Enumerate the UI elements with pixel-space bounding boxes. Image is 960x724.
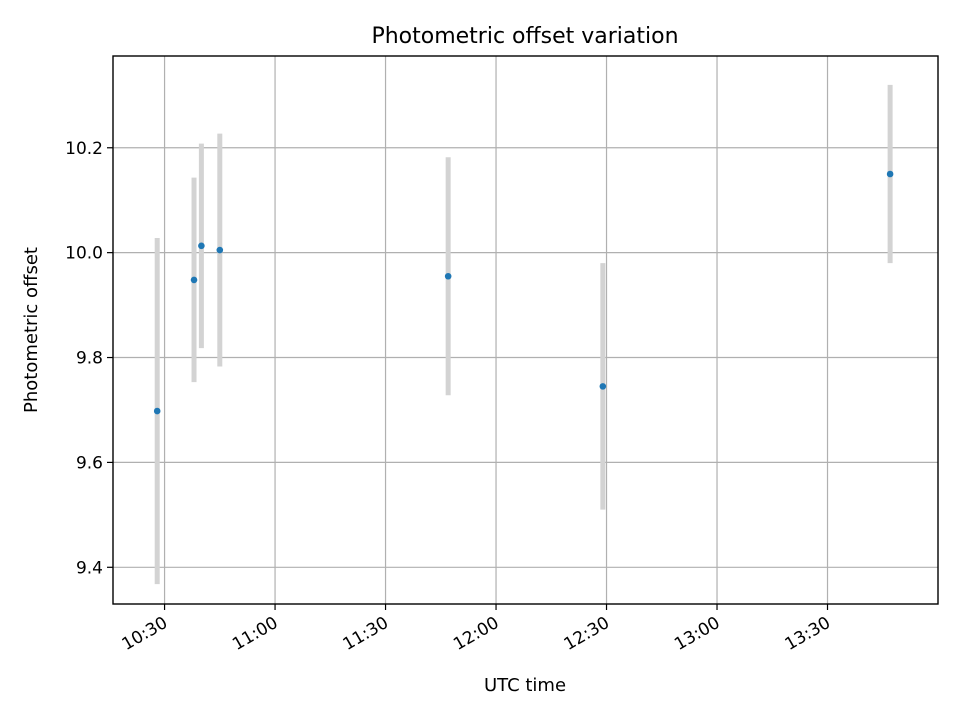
x-axis-label: UTC time [484, 675, 566, 696]
y-tick-label: 9.4 [76, 558, 103, 578]
data-point [153, 407, 161, 415]
chart-title: Photometric offset variation [371, 24, 678, 49]
data-point [599, 383, 607, 390]
y-tick-label: 9.6 [76, 453, 103, 473]
plot-frame [112, 55, 939, 605]
data-point [190, 276, 198, 284]
y-tick-label: 10.2 [65, 139, 103, 159]
y-tick-label: 9.8 [76, 349, 103, 369]
y-axis-label: Photometric offset [21, 247, 42, 413]
grid-layer [113, 56, 938, 604]
y-tick-label: 10.0 [65, 244, 103, 264]
marker-layer [153, 170, 894, 415]
data-point [886, 170, 894, 178]
data-point [198, 242, 205, 250]
data-point [216, 246, 224, 254]
data-point [444, 272, 452, 280]
